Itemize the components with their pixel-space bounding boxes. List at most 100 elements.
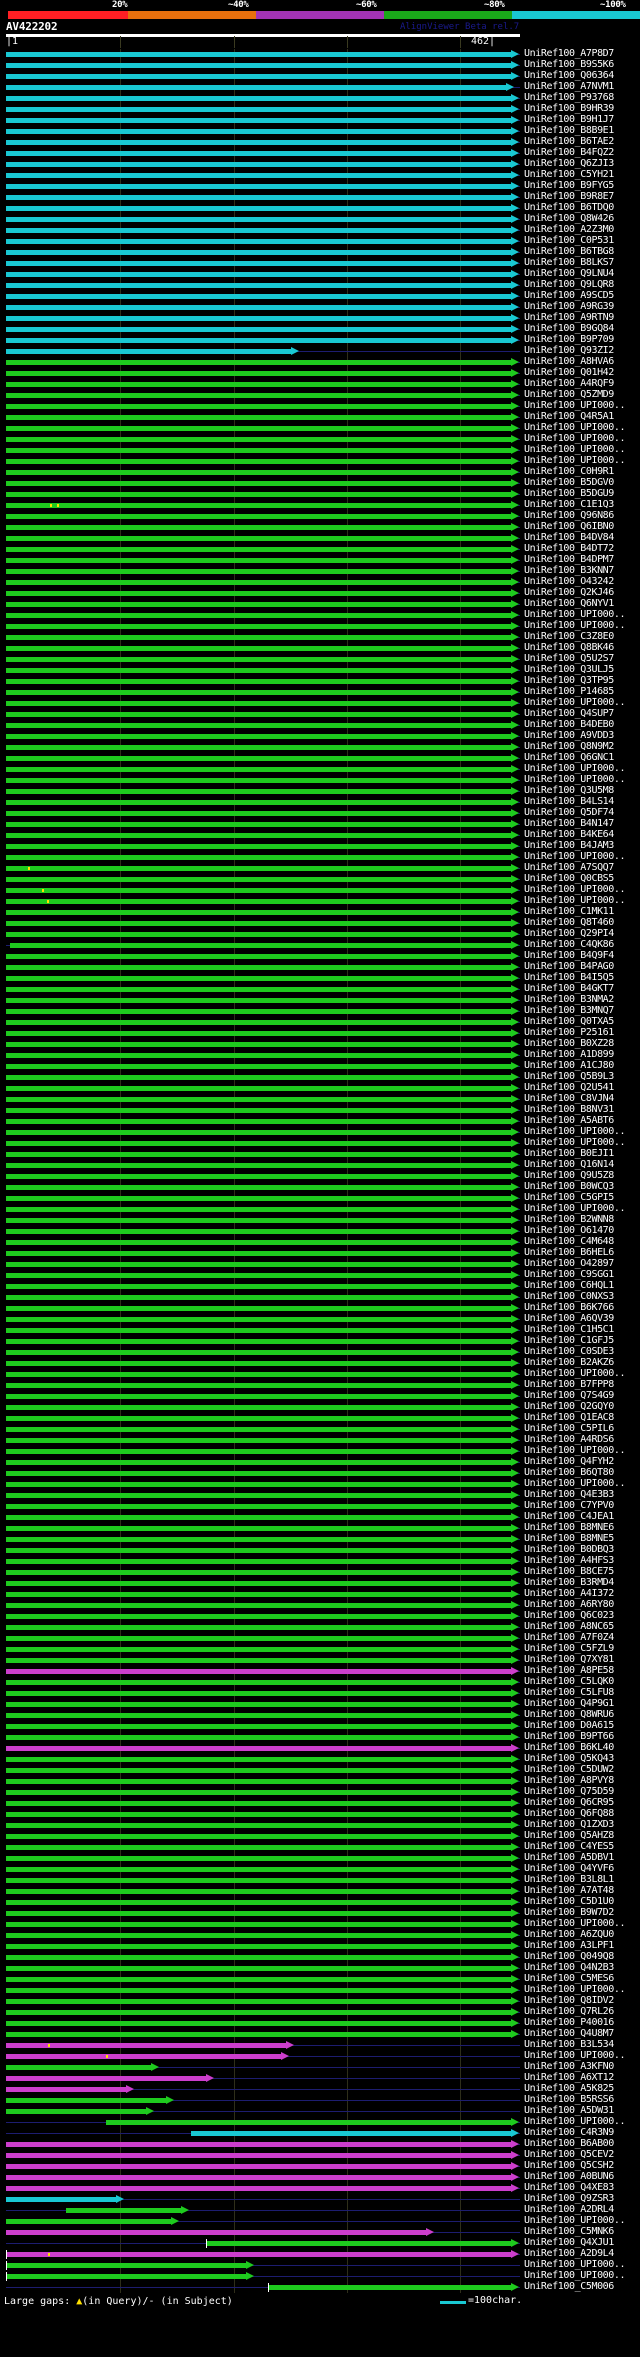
hsp-bar[interactable] [6,1009,511,1014]
alignment-row[interactable]: UniRef100_C1E1Q3 [0,499,640,511]
hit-label[interactable]: UniRef100_Q1EAC8 [524,1412,614,1423]
hsp-bar[interactable] [6,1614,511,1619]
hsp-bar[interactable] [6,1933,511,1938]
hsp-bar[interactable] [6,1834,511,1839]
hsp-bar[interactable] [6,437,511,442]
hit-label[interactable]: UniRef100_B4Q9F4 [524,950,614,961]
hit-label[interactable]: UniRef100_Q5CSH2 [524,2160,614,2171]
hsp-bar[interactable] [6,921,511,926]
hit-label[interactable]: UniRef100_A5ABT6 [524,1115,614,1126]
hit-label[interactable]: UniRef100_C1H5C1 [524,1324,614,1335]
hsp-bar[interactable] [6,800,511,805]
hit-label[interactable]: UniRef100_A4RDS6 [524,1434,614,1445]
hsp-bar[interactable] [6,1053,511,1058]
hsp-bar[interactable] [6,1185,511,1190]
hsp-bar[interactable] [6,1823,511,1828]
alignment-row[interactable]: UniRef100_Q8BK46 [0,642,640,654]
alignment-row[interactable]: UniRef100_UPI000.. [0,1137,640,1149]
alignment-row[interactable]: UniRef100_B9S5K6 [0,59,640,71]
hsp-bar[interactable] [6,2197,116,2202]
hit-label[interactable]: UniRef100_B8MNE6 [524,1522,614,1533]
alignment-row[interactable]: UniRef100_UPI000.. [0,455,640,467]
hit-label[interactable]: UniRef100_O43242 [524,576,614,587]
alignment-row[interactable]: UniRef100_A0BUN6 [0,2171,640,2183]
hit-label[interactable]: UniRef100_B4LS14 [524,796,614,807]
alignment-row[interactable]: UniRef100_B8B9E1 [0,125,640,137]
hit-label[interactable]: UniRef100_UPI000.. [524,1478,626,1489]
hit-label[interactable]: UniRef100_Q4XJU1 [524,2237,614,2248]
alignment-row[interactable]: UniRef100_Q93ZI2 [0,345,640,357]
alignment-row[interactable]: UniRef100_UPI000.. [0,620,640,632]
hsp-bar[interactable] [6,173,511,178]
hsp-bar[interactable] [268,2285,511,2290]
hsp-bar[interactable] [6,1669,511,1674]
hit-label[interactable]: UniRef100_B6QT80 [524,1467,614,1478]
hit-label[interactable]: UniRef100_B9H1J7 [524,114,614,125]
alignment-row[interactable]: UniRef100_Q5CSH2 [0,2160,640,2172]
alignment-row[interactable]: UniRef100_Q4FYH2 [0,1456,640,1468]
hit-label[interactable]: UniRef100_A7NVM1 [524,81,614,92]
alignment-row[interactable]: UniRef100_Q2U541 [0,1082,640,1094]
hit-label[interactable]: UniRef100_UPI000.. [524,433,626,444]
alignment-row[interactable]: UniRef100_B4GKT7 [0,983,640,995]
hit-label[interactable]: UniRef100_C1MK11 [524,906,614,917]
hsp-bar[interactable] [6,2098,166,2103]
hit-label[interactable]: UniRef100_B6TDQ0 [524,202,614,213]
hsp-bar[interactable] [6,855,511,860]
hsp-bar[interactable] [6,657,511,662]
alignment-row[interactable]: UniRef100_A4RQF9 [0,378,640,390]
alignment-row[interactable]: UniRef100_B5DGU9 [0,488,640,500]
hit-label[interactable]: UniRef100_Q4E3B3 [524,1489,614,1500]
hit-label[interactable]: UniRef100_A6XT12 [524,2072,614,2083]
hit-label[interactable]: UniRef100_B6K766 [524,1302,614,1313]
hsp-bar[interactable] [6,998,511,1003]
hsp-bar[interactable] [6,635,511,640]
hit-label[interactable]: UniRef100_C4JEA1 [524,1511,614,1522]
hit-label[interactable]: UniRef100_B6AB00 [524,2138,614,2149]
hsp-bar[interactable] [6,2087,126,2092]
alignment-row[interactable]: UniRef100_C3Z8E0 [0,631,640,643]
hit-label[interactable]: UniRef100_A8HVA6 [524,356,614,367]
hsp-bar[interactable] [6,1966,511,1971]
hsp-bar[interactable] [6,1900,511,1905]
hsp-bar[interactable] [6,1152,511,1157]
hit-label[interactable]: UniRef100_A5K825 [524,2083,614,2094]
hit-label[interactable]: UniRef100_C5LQK0 [524,1676,614,1687]
alignment-row[interactable]: UniRef100_Q29PI4 [0,928,640,940]
alignment-row[interactable]: UniRef100_B4LS14 [0,796,640,808]
hit-label[interactable]: UniRef100_Q5DF74 [524,807,614,818]
hit-label[interactable]: UniRef100_Q4U8M7 [524,2028,614,2039]
hsp-bar[interactable] [6,668,511,673]
hit-label[interactable]: UniRef100_Q9LNU4 [524,268,614,279]
hsp-bar[interactable] [6,1977,511,1982]
alignment-row[interactable]: UniRef100_Q4U8M7 [0,2028,640,2040]
alignment-row[interactable]: UniRef100_Q9ZSR3 [0,2193,640,2205]
alignment-row[interactable]: UniRef100_Q8N9M2 [0,741,640,753]
hit-label[interactable]: UniRef100_UPI000.. [524,884,626,895]
alignment-row[interactable]: UniRef100_C8VJN4 [0,1093,640,1105]
hsp-bar[interactable] [6,74,511,79]
hit-label[interactable]: UniRef100_Q4SUP7 [524,708,614,719]
alignment-row[interactable]: UniRef100_C5PIL6 [0,1423,640,1435]
alignment-row[interactable]: UniRef100_B6TAE2 [0,136,640,148]
hit-label[interactable]: UniRef100_UPI000.. [524,697,626,708]
hit-label[interactable]: UniRef100_B2WNN8 [524,1214,614,1225]
alignment-row[interactable]: UniRef100_B0WCQ3 [0,1181,640,1193]
hsp-bar[interactable] [6,1163,511,1168]
hit-label[interactable]: UniRef100_UPI000.. [524,1918,626,1929]
hit-label[interactable]: UniRef100_B0WCQ3 [524,1181,614,1192]
hit-label[interactable]: UniRef100_Q049Q8 [524,1951,614,1962]
hsp-bar[interactable] [6,910,511,915]
hsp-bar[interactable] [6,1460,511,1465]
hit-label[interactable]: UniRef100_B5DGU9 [524,488,614,499]
hit-label[interactable]: UniRef100_B8MNE5 [524,1533,614,1544]
hsp-bar[interactable] [6,525,511,530]
hsp-bar[interactable] [6,1944,511,1949]
hsp-bar[interactable] [6,338,511,343]
hsp-bar[interactable] [6,2054,281,2059]
alignment-row[interactable]: UniRef100_B2WNN8 [0,1214,640,1226]
hit-label[interactable]: UniRef100_Q6C023 [524,1610,614,1621]
hsp-bar[interactable] [6,1218,511,1223]
hsp-bar[interactable] [6,1471,511,1476]
hsp-bar[interactable] [6,1064,511,1069]
